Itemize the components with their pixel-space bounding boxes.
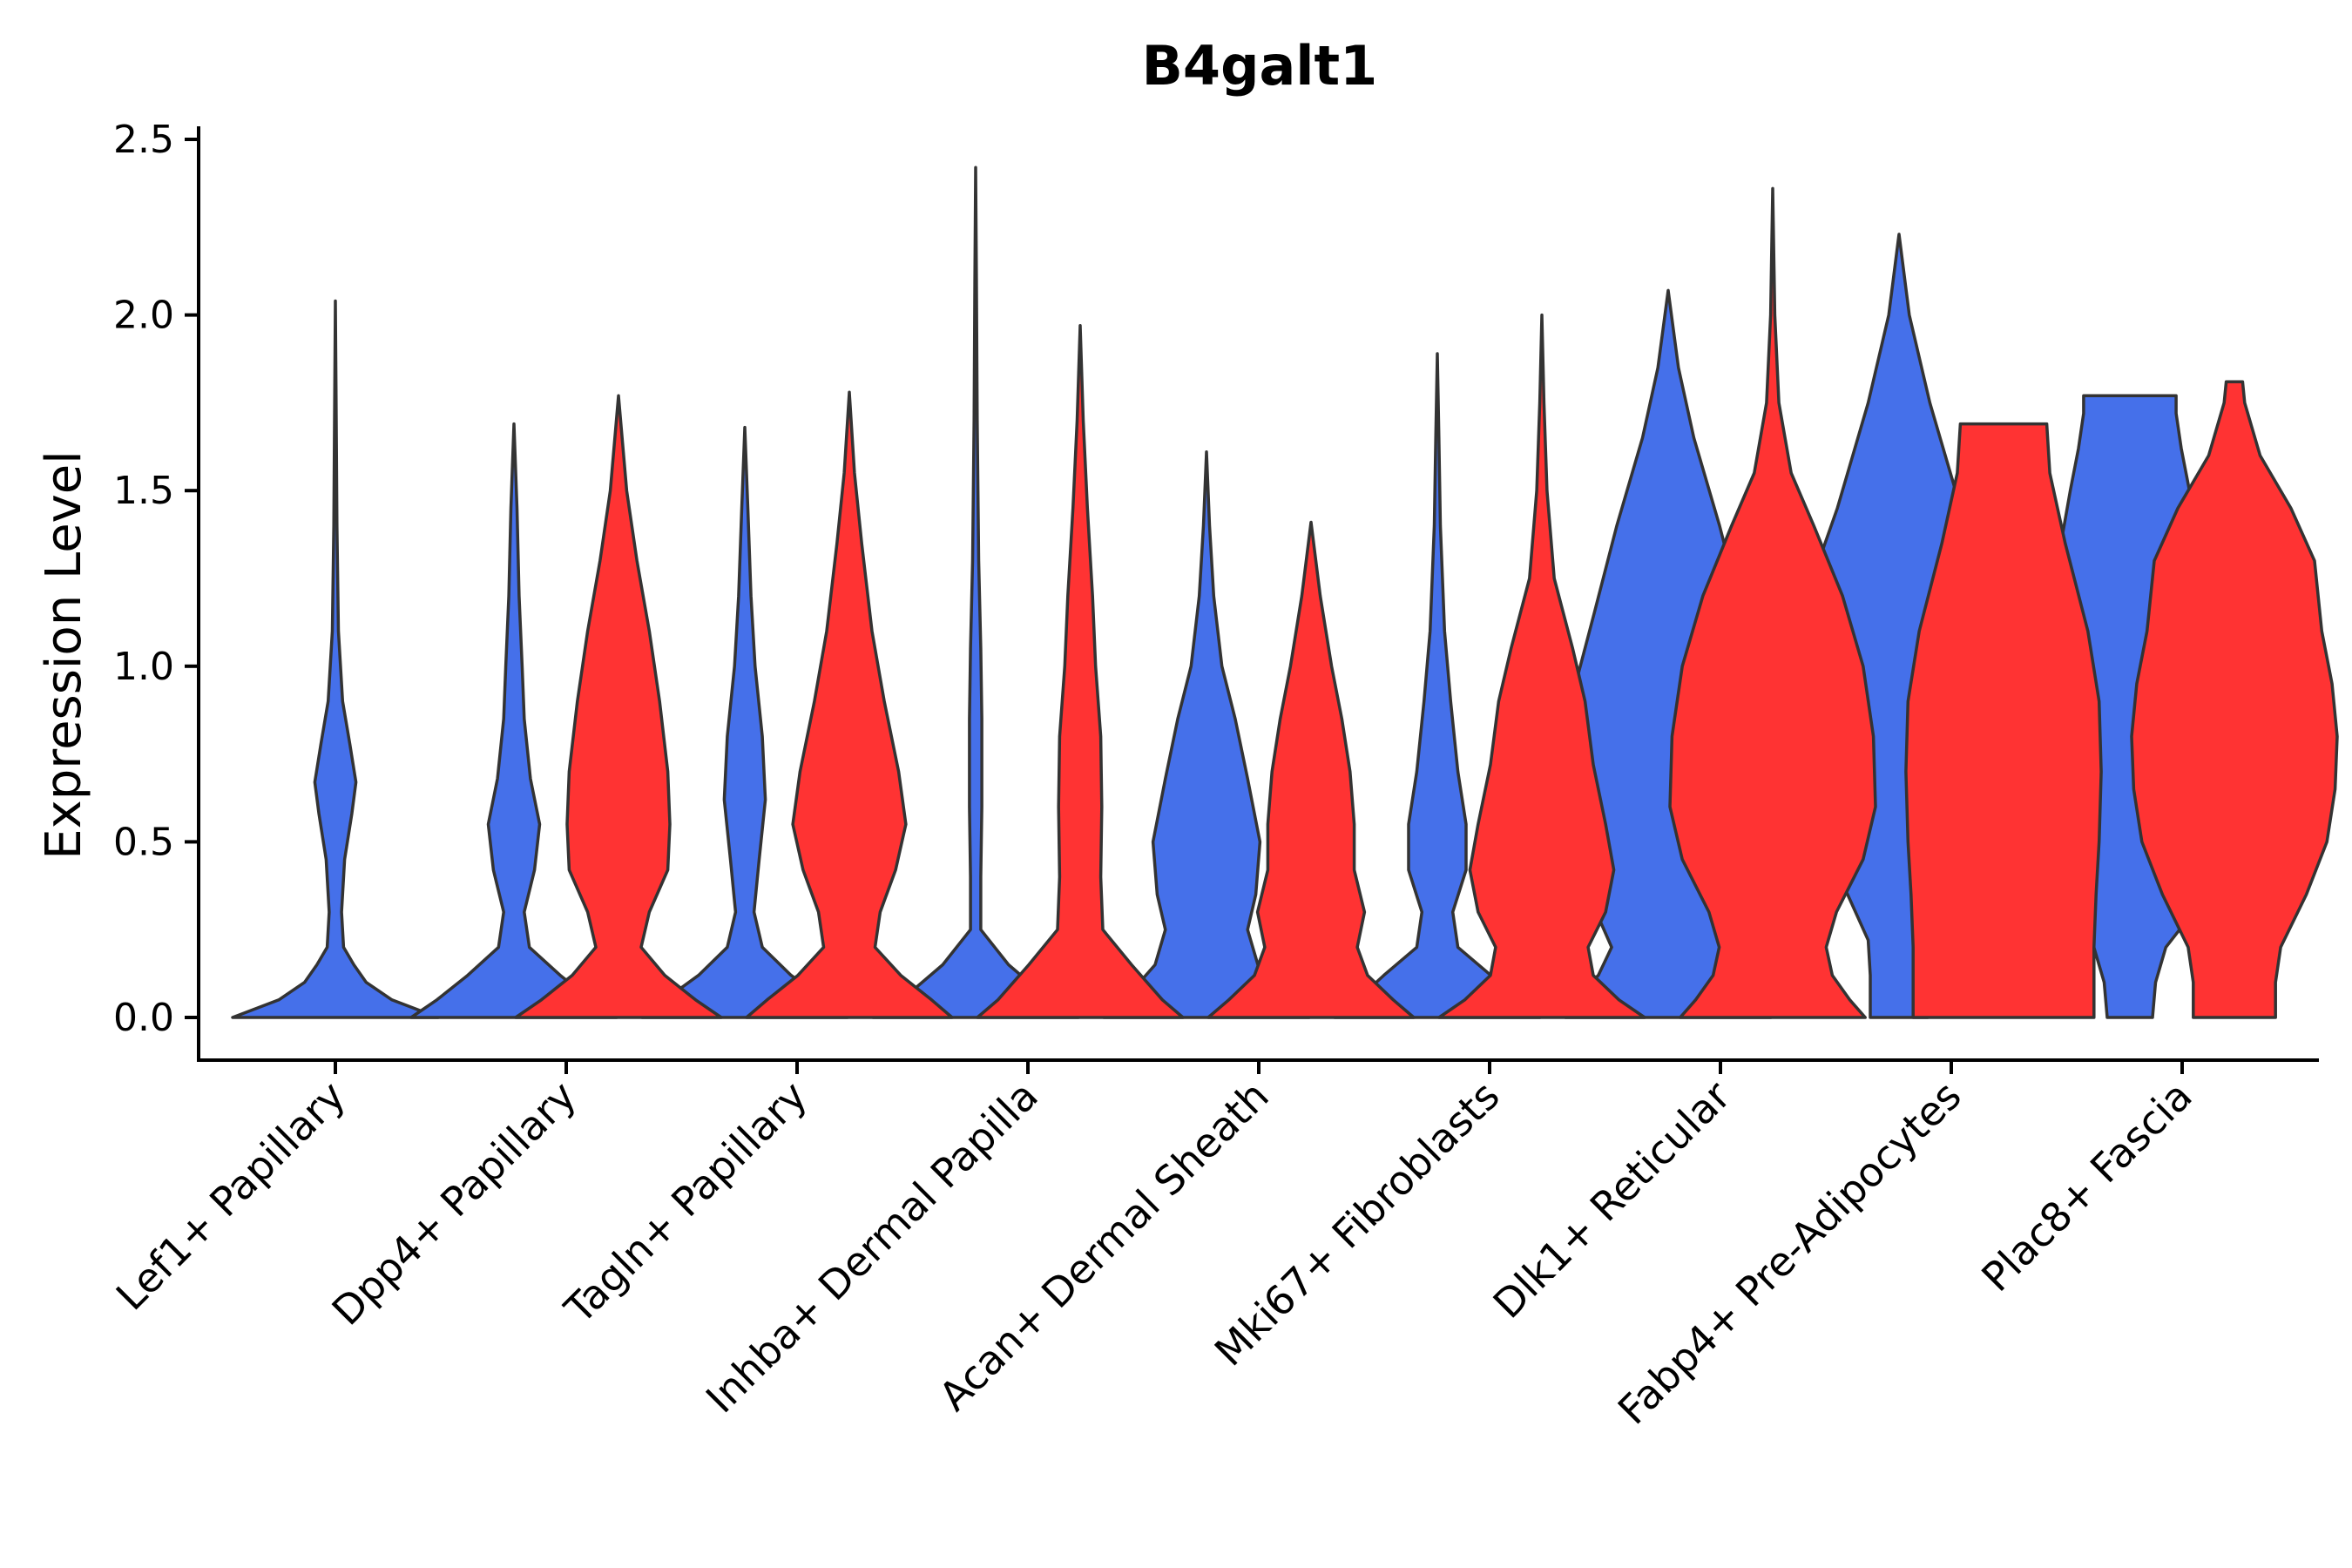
x-tick-label: Dpp4+ Papillary bbox=[323, 1072, 585, 1335]
chart-title: B4galt1 bbox=[1142, 34, 1378, 98]
y-tick-label: 1.0 bbox=[113, 645, 174, 689]
violin-red-7 bbox=[1904, 422, 2103, 1019]
x-tick-label: Tagln+ Papillary bbox=[555, 1072, 816, 1334]
x-tick-label: Plac8+ Fascia bbox=[1972, 1072, 2200, 1301]
violin-red-8 bbox=[2130, 380, 2339, 1019]
violin-red-6 bbox=[1668, 186, 1877, 1019]
violin-blue-3 bbox=[871, 166, 1080, 1019]
y-axis-label: Expression Level bbox=[36, 450, 92, 860]
x-tick-label: Dlk1+ Reticular bbox=[1484, 1072, 1740, 1328]
violin-red-3 bbox=[976, 323, 1185, 1019]
violin-red-5 bbox=[1437, 313, 1646, 1019]
violin-red-2 bbox=[745, 390, 954, 1019]
y-tick-label: 0.0 bbox=[113, 996, 174, 1040]
y-tick-label: 2.5 bbox=[113, 118, 174, 162]
violin-blue-5 bbox=[1333, 352, 1542, 1019]
y-tick-label: 1.5 bbox=[113, 469, 174, 513]
y-tick-label: 2.0 bbox=[113, 294, 174, 338]
violin-blue-2 bbox=[640, 425, 849, 1019]
x-tick-label: Lef1+ Papillary bbox=[107, 1072, 355, 1320]
violin-red-1 bbox=[514, 394, 723, 1019]
violin-red-4 bbox=[1206, 520, 1416, 1019]
y-tick-label: 0.5 bbox=[113, 820, 174, 864]
violin-blue-0 bbox=[231, 299, 440, 1019]
violins-layer bbox=[231, 166, 2339, 1019]
violin-blue-1 bbox=[409, 422, 618, 1019]
violin-blue-4 bbox=[1102, 450, 1311, 1019]
